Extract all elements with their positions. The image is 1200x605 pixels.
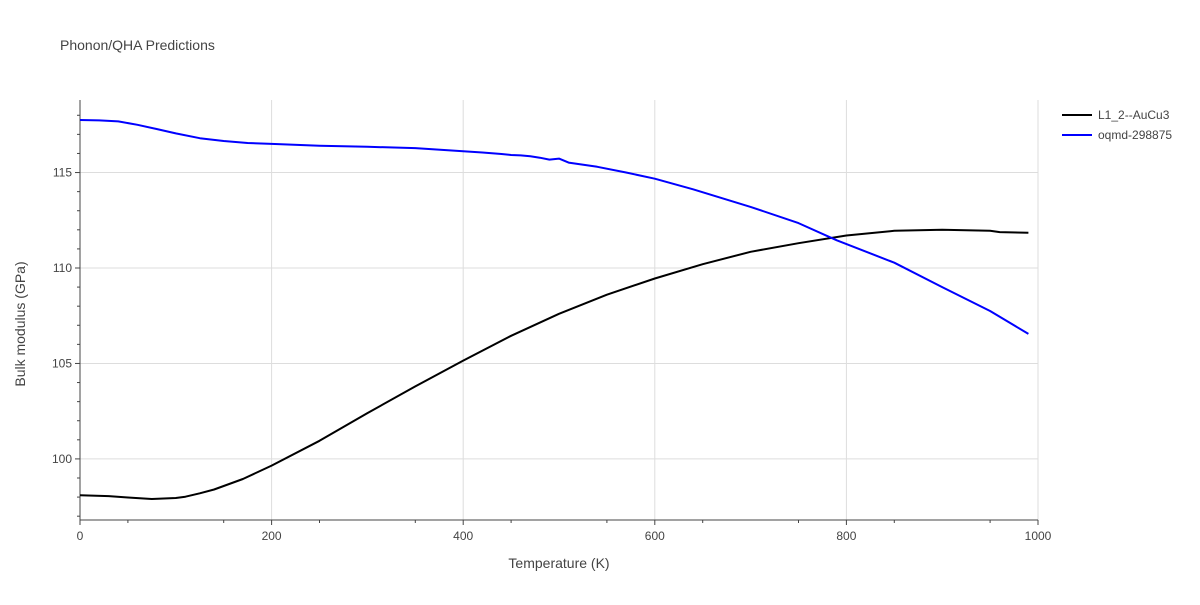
x-tick-label: 200 <box>262 529 282 543</box>
x-tick-label: 600 <box>645 529 665 543</box>
series-layer <box>79 119 1029 500</box>
x-tick-label: 0 <box>77 529 84 543</box>
y-axis-title: Bulk modulus (GPa) <box>12 261 28 386</box>
legend-label: oqmd-298875 <box>1098 128 1172 142</box>
legend[interactable]: L1_2--AuCu3 oqmd-298875 <box>1062 108 1172 142</box>
y-tick-label: 100 <box>52 452 72 466</box>
legend-label: L1_2--AuCu3 <box>1098 108 1170 122</box>
x-tick-label: 800 <box>836 529 856 543</box>
legend-item-0[interactable]: L1_2--AuCu3 <box>1062 108 1170 122</box>
x-tick-label: 400 <box>453 529 473 543</box>
chart-title: Phonon/QHA Predictions <box>60 37 215 53</box>
y-tick-label: 110 <box>53 261 72 275</box>
legend-item-1[interactable]: oqmd-298875 <box>1062 128 1172 142</box>
grid-layer <box>80 100 1039 520</box>
series-line-1[interactable] <box>79 119 1029 335</box>
series-line-0[interactable] <box>79 228 1029 500</box>
x-axis-title: Temperature (K) <box>508 555 609 571</box>
y-tick-label: 115 <box>53 166 72 180</box>
y-tick-label: 105 <box>52 356 72 370</box>
axes-layer: 0 200 400 600 800 1000 100 105 110 115 <box>52 100 1052 543</box>
x-tick-label: 1000 <box>1025 529 1052 543</box>
